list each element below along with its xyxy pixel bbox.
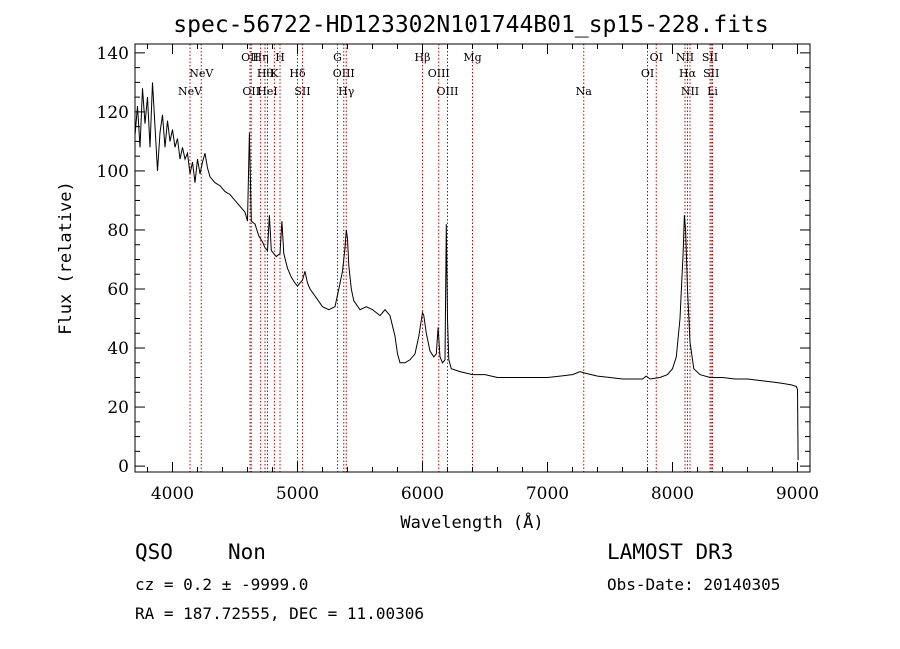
marker-label-8: H (275, 51, 285, 64)
marker-label-4: Hη (253, 51, 269, 64)
marker-label-9: Hδ (289, 67, 306, 80)
y-tick-label-0: 0 (118, 457, 129, 477)
x-tick-label-8000: 8000 (651, 484, 694, 504)
marker-label-7: K (270, 67, 279, 80)
y-axis-label: Flux (relative) (56, 181, 76, 335)
marker-label-19: OI (641, 67, 654, 80)
x-tick-label-7000: 7000 (526, 484, 569, 504)
y-tick-label-120: 120 (97, 103, 129, 123)
marker-label-11: G (333, 51, 342, 64)
x-tick-label-6000: 6000 (401, 484, 444, 504)
marker-label-5: Hθ (257, 67, 274, 80)
object-subclass: Non (228, 540, 266, 564)
emission-line-labels: NeVNeVOIIOIIHηHθHeIKHHδSIIGOIIIHγHβOIIIO… (178, 51, 719, 98)
y-tick-label-140: 140 (97, 44, 129, 64)
marker-label-3: OII (242, 85, 260, 98)
emission-line-markers (189, 44, 713, 472)
y-tick-label-80: 80 (107, 221, 129, 241)
marker-label-2: OII (241, 51, 259, 64)
marker-label-0: NeV (178, 85, 203, 98)
marker-label-6: HeI (257, 85, 277, 98)
redshift-value: cz = 0.2 ± -9999.0 (135, 575, 309, 594)
marker-label-20: OI (650, 51, 663, 64)
marker-label-15: OIII (428, 67, 450, 80)
marker-label-14: Hβ (415, 51, 431, 64)
marker-label-13: Hγ (338, 85, 355, 98)
y-tick-label-20: 20 (107, 398, 129, 418)
spectrum-line (134, 82, 799, 461)
marker-label-23: NII (681, 85, 699, 98)
marker-label-12: OIII (333, 67, 355, 80)
x-axis-ticks: 4000 5000 6000 7000 8000 9000 (147, 44, 819, 504)
marker-label-1: NeV (189, 67, 214, 80)
y-tick-label-60: 60 (107, 280, 129, 300)
object-class: QSO (135, 540, 173, 564)
x-tick-label-4000: 4000 (151, 484, 194, 504)
survey-name: LAMOST DR3 (607, 540, 734, 564)
y-tick-label-100: 100 (97, 162, 129, 182)
y-axis-ticks: 0 20 40 60 80 100 120 140 (97, 44, 810, 477)
y-tick-label-40: 40 (107, 339, 129, 359)
x-axis-label: Wavelength (Å) (400, 511, 543, 533)
sky-coordinates: RA = 187.72555, DEC = 11.00306 (135, 604, 424, 623)
marker-label-16: OIII (436, 85, 458, 98)
chart-title: spec-56722-HD123302N101744B01_sp15-228.f… (173, 12, 768, 38)
marker-label-22: Hα (679, 67, 697, 80)
marker-label-24: SII (702, 51, 718, 64)
marker-label-25: SII (703, 67, 719, 80)
marker-label-17: Mg (463, 51, 481, 64)
marker-label-26: Li (707, 85, 718, 98)
marker-label-10: SII (294, 85, 310, 98)
observation-date: Obs-Date: 20140305 (607, 575, 781, 594)
marker-label-21: NII (676, 51, 694, 64)
marker-label-18: Na (576, 85, 593, 98)
x-tick-label-9000: 9000 (776, 484, 819, 504)
x-tick-label-5000: 5000 (276, 484, 319, 504)
